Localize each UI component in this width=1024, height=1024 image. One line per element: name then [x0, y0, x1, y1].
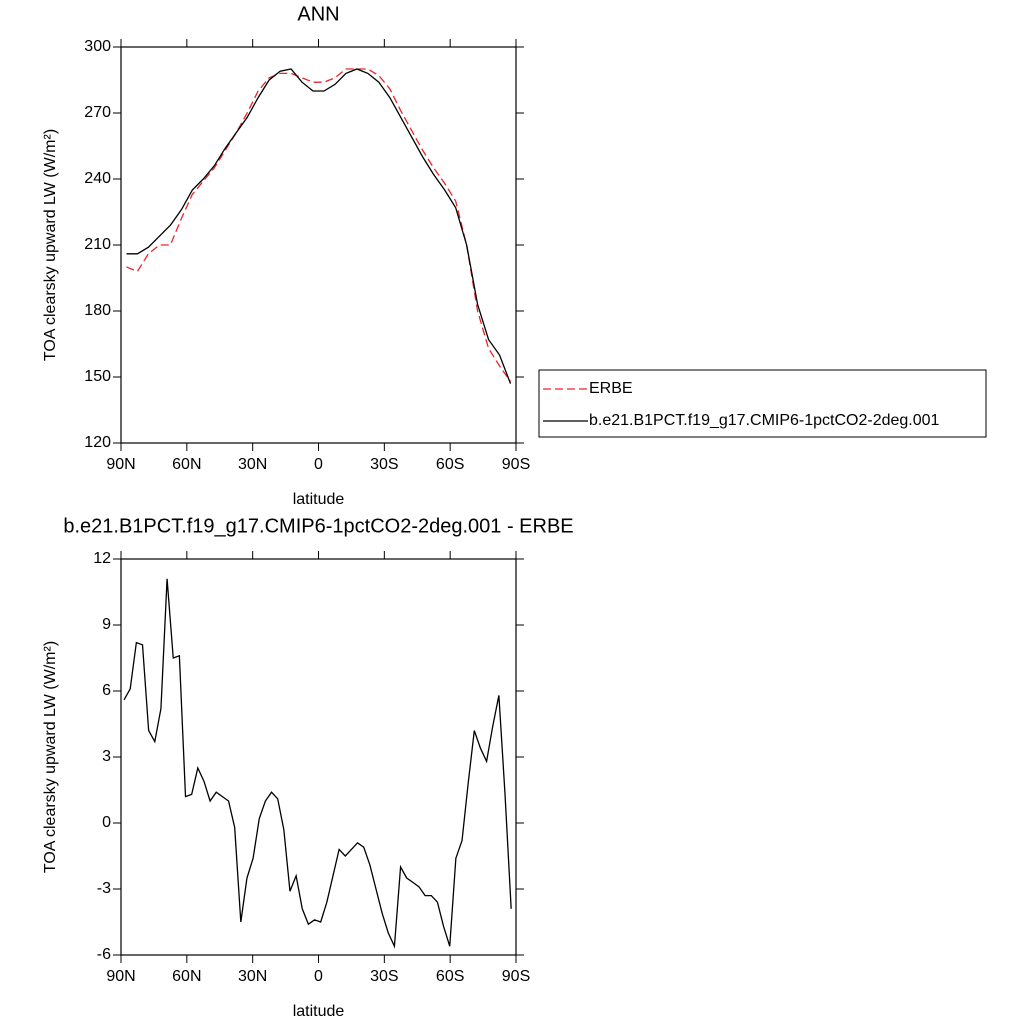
data-line	[123, 578, 512, 949]
y-tick-label: 240	[84, 170, 111, 187]
y-tick-label: 270	[84, 104, 111, 121]
y-tick-label: 3	[102, 748, 111, 765]
x-tick-label: 30N	[238, 456, 267, 473]
x-tick-label: 0	[314, 456, 323, 473]
x-tick-label: 60N	[172, 968, 201, 985]
y-tick-label: 150	[84, 368, 111, 385]
data-line	[126, 68, 512, 382]
x-tick-label: 30S	[370, 968, 398, 985]
chart-title: ANN	[297, 3, 339, 25]
x-tick-label: 90S	[502, 968, 530, 985]
data-line	[126, 68, 512, 384]
y-tick-label: 6	[102, 682, 111, 699]
legend-box	[538, 369, 987, 438]
y-tick-label: 12	[93, 550, 111, 567]
x-tick-label: 30S	[370, 456, 398, 473]
plot-frame	[120, 558, 517, 956]
legend-label: b.e21.B1PCT.f19_g17.CMIP6-1pctCO2-2deg.0…	[589, 412, 940, 429]
x-tick-label: 0	[314, 968, 323, 985]
y-tick-label: -3	[97, 880, 111, 897]
x-tick-label: 90N	[106, 968, 135, 985]
y-tick-label: 120	[84, 434, 111, 451]
y-axis-label: TOA clearsky upward LW (W/m²)	[42, 641, 59, 873]
y-tick-label: 300	[84, 38, 111, 55]
y-tick-label: 210	[84, 236, 111, 253]
y-axis-label: TOA clearsky upward LW (W/m²)	[42, 129, 59, 361]
chart-title: b.e21.B1PCT.f19_g17.CMIP6-1pctCO2-2deg.0…	[63, 515, 573, 537]
x-tick-label: 90S	[502, 456, 530, 473]
plot-frame	[120, 46, 517, 444]
x-axis-label: latitude	[293, 1003, 345, 1020]
x-tick-label: 90N	[106, 456, 135, 473]
x-tick-label: 60S	[436, 968, 464, 985]
y-tick-label: 0	[102, 814, 111, 831]
legend-label: ERBE	[589, 380, 633, 397]
x-tick-label: 60N	[172, 456, 201, 473]
x-tick-label: 30N	[238, 968, 267, 985]
x-tick-label: 60S	[436, 456, 464, 473]
x-axis-label: latitude	[293, 491, 345, 508]
y-tick-label: 9	[102, 616, 111, 633]
y-tick-label: 180	[84, 302, 111, 319]
y-tick-label: -6	[97, 946, 111, 963]
